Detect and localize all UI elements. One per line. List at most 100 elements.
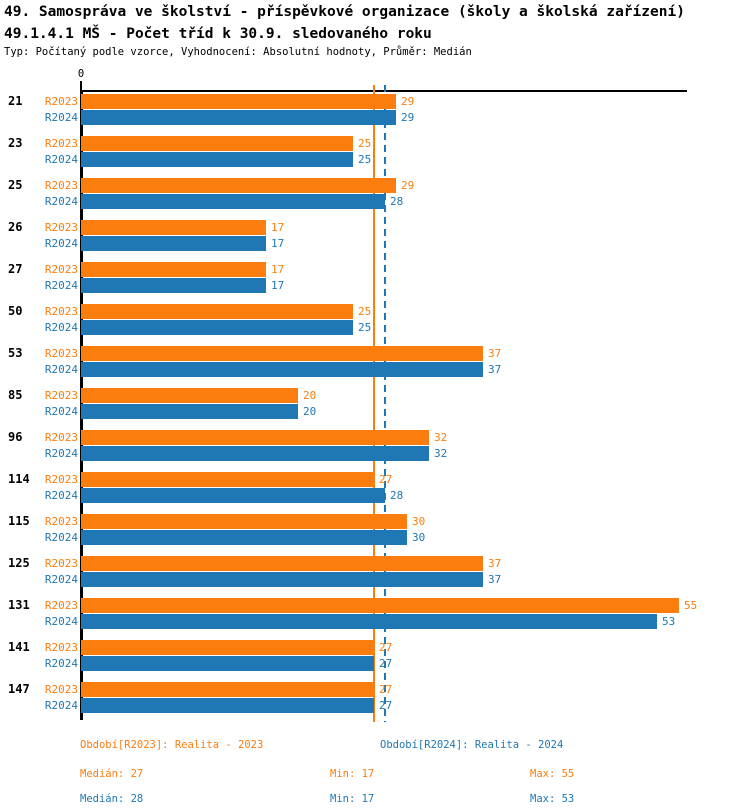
bar-group: 26 R2023 17 R2024 17 bbox=[0, 220, 750, 251]
bar-row-r2024: R2024 25 bbox=[0, 320, 750, 335]
x-axis-origin-tick bbox=[80, 81, 82, 90]
x-axis-origin-label: 0 bbox=[77, 68, 85, 80]
category-label: 23 bbox=[8, 136, 23, 150]
bar-row-r2023: 50 R2023 25 bbox=[0, 304, 750, 319]
chart-subtitle: 49.1.4.1 MŠ - Počet tříd k 30.9. sledova… bbox=[4, 26, 432, 42]
value-label-r2023: 37 bbox=[488, 557, 502, 570]
series-label-r2024: R2024 bbox=[44, 279, 78, 292]
bar-row-r2023: 25 R2023 29 bbox=[0, 178, 750, 193]
bar-r2023 bbox=[81, 640, 374, 655]
bar-group: 85 R2023 20 R2024 20 bbox=[0, 388, 750, 419]
series-label-r2024: R2024 bbox=[44, 531, 78, 544]
value-label-r2024: 17 bbox=[271, 237, 285, 250]
bar-group: 23 R2023 25 R2024 25 bbox=[0, 136, 750, 167]
series-label-r2023: R2023 bbox=[44, 263, 78, 276]
value-label-r2023: 17 bbox=[271, 221, 285, 234]
bar-r2023 bbox=[81, 262, 266, 277]
bar-row-r2024: R2024 17 bbox=[0, 236, 750, 251]
legend-r2024: Období[R2024]: Realita - 2024 bbox=[380, 739, 564, 751]
bar-row-r2024: R2024 30 bbox=[0, 530, 750, 545]
bar-row-r2023: 85 R2023 20 bbox=[0, 388, 750, 403]
value-label-r2023: 55 bbox=[684, 599, 698, 612]
bar-r2024 bbox=[81, 278, 266, 293]
value-label-r2023: 20 bbox=[303, 389, 317, 402]
value-label-r2023: 27 bbox=[379, 641, 393, 654]
bar-r2023 bbox=[81, 598, 679, 613]
bar-group: 21 R2023 29 R2024 29 bbox=[0, 94, 750, 125]
series-label-r2023: R2023 bbox=[44, 389, 78, 402]
bar-r2023 bbox=[81, 304, 353, 319]
bar-group: 25 R2023 29 R2024 28 bbox=[0, 178, 750, 209]
bar-r2023 bbox=[81, 94, 396, 109]
value-label-r2024: 53 bbox=[662, 615, 676, 628]
series-label-r2023: R2023 bbox=[44, 473, 78, 486]
bar-group: 27 R2023 17 R2024 17 bbox=[0, 262, 750, 293]
bar-r2024 bbox=[81, 236, 266, 251]
bar-r2023 bbox=[81, 472, 374, 487]
bar-row-r2024: R2024 27 bbox=[0, 698, 750, 713]
category-label: 125 bbox=[8, 556, 30, 570]
series-label-r2023: R2023 bbox=[44, 179, 78, 192]
value-label-r2024: 28 bbox=[390, 195, 404, 208]
series-label-r2023: R2023 bbox=[44, 515, 78, 528]
series-label-r2023: R2023 bbox=[44, 431, 78, 444]
median-line-r2024 bbox=[384, 85, 386, 722]
value-label-r2024: 28 bbox=[390, 489, 404, 502]
series-label-r2023: R2023 bbox=[44, 221, 78, 234]
bar-r2023 bbox=[81, 514, 407, 529]
value-label-r2024: 29 bbox=[401, 111, 415, 124]
bar-row-r2024: R2024 37 bbox=[0, 572, 750, 587]
series-label-r2023: R2023 bbox=[44, 305, 78, 318]
bar-row-r2024: R2024 53 bbox=[0, 614, 750, 629]
bar-r2024 bbox=[81, 572, 483, 587]
value-label-r2023: 30 bbox=[412, 515, 426, 528]
category-label: 21 bbox=[8, 94, 23, 108]
category-label: 26 bbox=[8, 220, 23, 234]
category-label: 27 bbox=[8, 262, 23, 276]
bar-row-r2023: 114 R2023 27 bbox=[0, 472, 750, 487]
category-label: 115 bbox=[8, 514, 30, 528]
bar-row-r2023: 96 R2023 32 bbox=[0, 430, 750, 445]
series-label-r2024: R2024 bbox=[44, 363, 78, 376]
value-label-r2024: 20 bbox=[303, 405, 317, 418]
series-label-r2024: R2024 bbox=[44, 615, 78, 628]
value-label-r2023: 25 bbox=[358, 305, 372, 318]
bar-row-r2024: R2024 25 bbox=[0, 152, 750, 167]
bar-group: 131 R2023 55 R2024 53 bbox=[0, 598, 750, 629]
category-label: 96 bbox=[8, 430, 23, 444]
stat-median-r2023: Medián: 27 bbox=[80, 768, 144, 780]
bar-row-r2024: R2024 27 bbox=[0, 656, 750, 671]
category-label: 147 bbox=[8, 682, 30, 696]
bar-r2024 bbox=[81, 194, 385, 209]
value-label-r2023: 32 bbox=[434, 431, 448, 444]
bar-row-r2023: 53 R2023 37 bbox=[0, 346, 750, 361]
bar-group: 53 R2023 37 R2024 37 bbox=[0, 346, 750, 377]
value-label-r2024: 27 bbox=[379, 657, 393, 670]
value-label-r2023: 27 bbox=[379, 683, 393, 696]
bar-row-r2024: R2024 29 bbox=[0, 110, 750, 125]
legend-r2023: Období[R2023]: Realita - 2023 bbox=[80, 739, 264, 751]
bar-row-r2024: R2024 28 bbox=[0, 488, 750, 503]
bar-row-r2024: R2024 28 bbox=[0, 194, 750, 209]
series-label-r2023: R2023 bbox=[44, 599, 78, 612]
category-label: 25 bbox=[8, 178, 23, 192]
stat-max-r2023: Max: 55 bbox=[530, 768, 575, 780]
series-label-r2024: R2024 bbox=[44, 195, 78, 208]
bar-group: 114 R2023 27 R2024 28 bbox=[0, 472, 750, 503]
value-label-r2023: 17 bbox=[271, 263, 285, 276]
bar-r2024 bbox=[81, 404, 298, 419]
bar-r2024 bbox=[81, 530, 407, 545]
bar-r2024 bbox=[81, 320, 353, 335]
series-label-r2024: R2024 bbox=[44, 657, 78, 670]
bar-r2023 bbox=[81, 430, 429, 445]
bar-r2023 bbox=[81, 388, 298, 403]
bar-row-r2023: 115 R2023 30 bbox=[0, 514, 750, 529]
stat-min-r2023: Min: 17 bbox=[330, 768, 375, 780]
bar-row-r2023: 21 R2023 29 bbox=[0, 94, 750, 109]
category-label: 131 bbox=[8, 598, 30, 612]
value-label-r2024: 32 bbox=[434, 447, 448, 460]
bar-group: 115 R2023 30 R2024 30 bbox=[0, 514, 750, 545]
stat-min-r2024: Min: 17 bbox=[330, 793, 375, 805]
series-label-r2024: R2024 bbox=[44, 573, 78, 586]
